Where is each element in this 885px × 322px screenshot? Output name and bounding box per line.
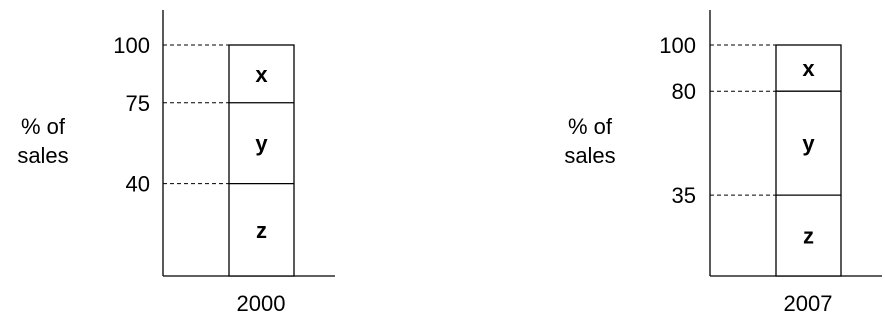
x-category-label: 2007 <box>784 291 833 316</box>
tick-label-35: 35 <box>672 183 696 208</box>
segment-label-z: z <box>803 224 814 249</box>
chart-2007: % of sales 100 80 35 z y x 2007 <box>564 10 882 316</box>
segment-label-x: x <box>255 62 268 87</box>
chart-2000: % of sales 100 75 40 z y x 2000 <box>17 10 335 316</box>
tick-label-100: 100 <box>113 33 150 58</box>
stacked-bar <box>228 44 295 277</box>
segment-label-y: y <box>802 131 815 156</box>
tick-label-100: 100 <box>659 33 696 58</box>
segment-label-x: x <box>802 56 815 81</box>
y-axis-label-line-2: sales <box>17 143 68 168</box>
x-category-label: 2000 <box>237 291 286 316</box>
stacked-bar <box>775 44 842 277</box>
segment-label-y: y <box>255 131 268 156</box>
y-axis-label-line-2: sales <box>564 143 615 168</box>
segment-label-z: z <box>256 218 267 243</box>
tick-label-80: 80 <box>672 79 696 104</box>
tick-label-40: 40 <box>126 172 150 197</box>
y-axis-label-line-1: % of <box>568 114 613 139</box>
tick-label-75: 75 <box>126 91 150 116</box>
y-axis-label-line-1: % of <box>21 114 66 139</box>
